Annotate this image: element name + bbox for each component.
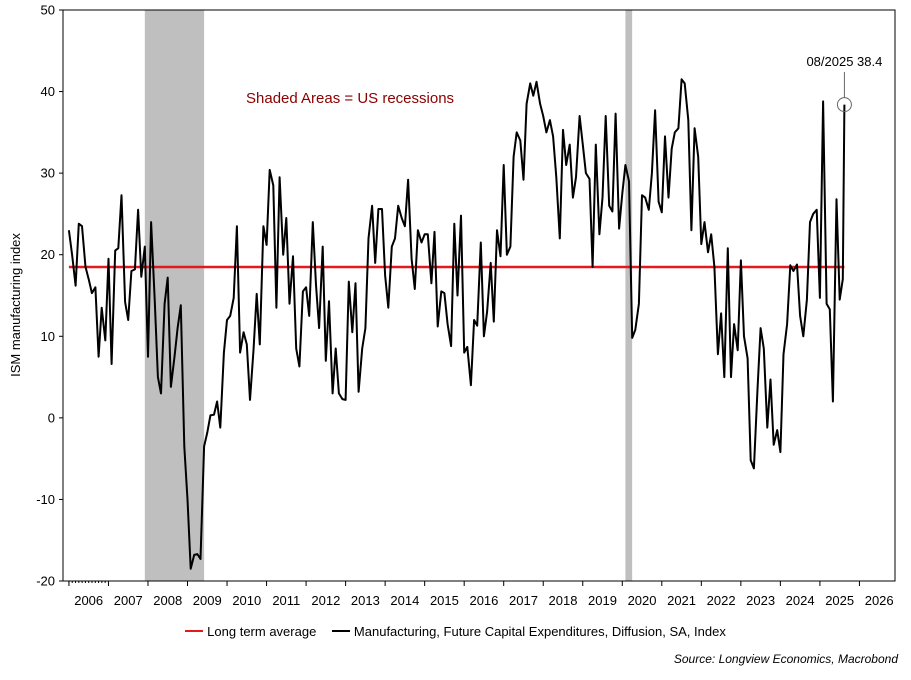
- x-tick-label: 2022: [707, 593, 736, 608]
- x-tick-label: 2011: [272, 593, 300, 608]
- x-tick-label: 2014: [390, 593, 419, 608]
- x-tick-label: 2006: [74, 593, 103, 608]
- y-tick-label: -10: [36, 492, 55, 507]
- x-tick-label: 2008: [153, 593, 182, 608]
- y-tick-label: 50: [41, 3, 55, 18]
- legend-swatch-average: [185, 630, 204, 632]
- y-axis-title: ISM manufacturing index: [8, 233, 23, 377]
- recession-band: [625, 10, 633, 581]
- y-tick-label: 0: [48, 410, 55, 425]
- x-tick-label: 2013: [351, 593, 380, 608]
- x-tick-label: 2009: [193, 593, 222, 608]
- x-tick-label: 2007: [114, 593, 143, 608]
- y-tick-label: 20: [41, 247, 55, 262]
- callout-label: 08/2025 38.4: [806, 54, 882, 69]
- plot-frame: [62, 9, 896, 582]
- y-axis: -20 -10 0 10 20 30 40 50: [36, 3, 63, 589]
- x-tick-label: 2025: [825, 593, 854, 608]
- x-tick-label: 2024: [786, 593, 815, 608]
- y-tick-label: -20: [36, 574, 55, 589]
- series-line: [67, 78, 846, 570]
- x-tick-label: 2023: [746, 593, 775, 608]
- legend-item-average: Long term average: [185, 624, 316, 639]
- x-tick-label: 2015: [430, 593, 459, 608]
- y-tick-label: 10: [41, 329, 55, 344]
- x-axis: 2006 2007 2008 2009 2010 2011 2012 2013 2014 2015…: [68, 581, 894, 608]
- source-note: Source: Longview Economics, Macrobond: [673, 652, 898, 666]
- x-tick-label: 2020: [628, 593, 657, 608]
- recession-note: Shaded Areas = US recessions: [246, 90, 454, 107]
- legend-label-series: Manufacturing, Future Capital Expenditur…: [353, 623, 726, 639]
- annotation-group: Shaded Areas = US recessions 08/2025 38.4: [246, 54, 882, 113]
- x-tick-label: 2016: [469, 593, 498, 608]
- legend-swatch-series: [331, 630, 350, 632]
- x-tick-label: 2021: [667, 593, 696, 608]
- x-tick-label: 2017: [509, 593, 538, 608]
- series-line-group: [67, 78, 846, 570]
- x-tick-label: 2026: [865, 593, 894, 608]
- x-tick-label: 2010: [232, 593, 261, 608]
- legend-label-average: Long term average: [207, 623, 317, 639]
- y-tick-label: 30: [41, 166, 55, 181]
- x-tick-label: 2018: [549, 593, 578, 608]
- x-tick-label: 2019: [588, 593, 617, 608]
- legend: Long term average Manufacturing, Future …: [0, 620, 911, 639]
- legend-item-series: Manufacturing, Future Capital Expenditur…: [331, 623, 726, 639]
- x-tick-label: 2012: [311, 593, 340, 608]
- y-tick-label: 40: [41, 84, 55, 99]
